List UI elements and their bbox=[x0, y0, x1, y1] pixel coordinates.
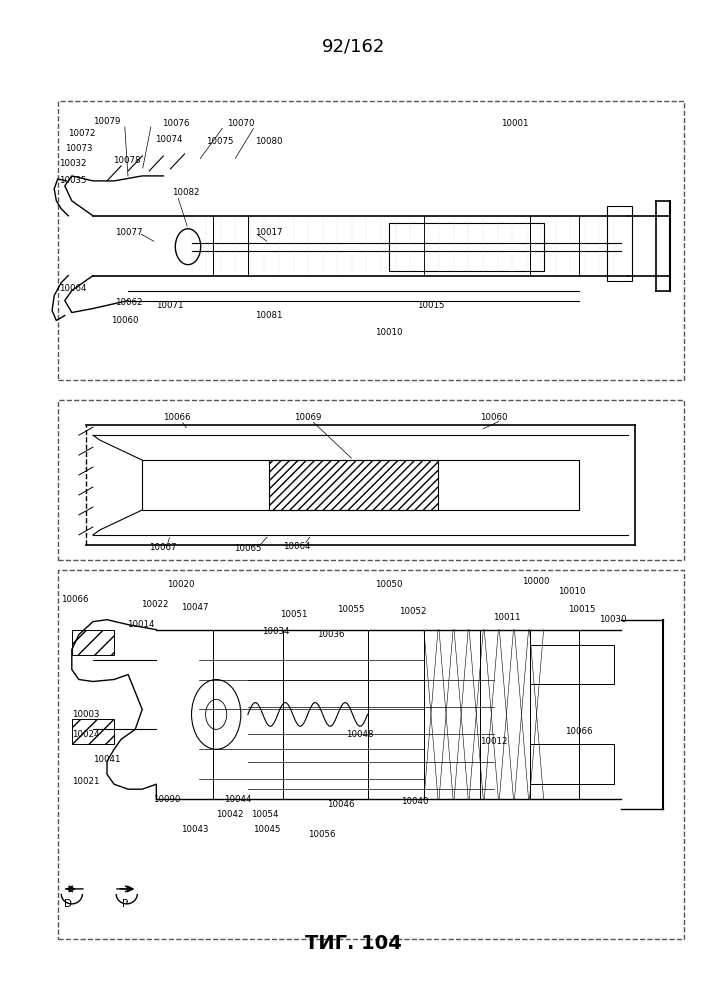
Text: 10081: 10081 bbox=[255, 311, 282, 320]
Text: 10073: 10073 bbox=[65, 144, 93, 153]
Text: 10065: 10065 bbox=[234, 544, 262, 553]
Text: 10064: 10064 bbox=[59, 284, 87, 293]
Text: 10014: 10014 bbox=[127, 620, 154, 629]
Text: 10069: 10069 bbox=[293, 413, 321, 422]
Text: 10066: 10066 bbox=[62, 595, 89, 604]
Text: 10070: 10070 bbox=[227, 119, 255, 128]
Text: 10044: 10044 bbox=[224, 795, 252, 804]
Text: 10015: 10015 bbox=[568, 605, 596, 614]
Bar bbox=[389, 223, 544, 271]
Text: 10064: 10064 bbox=[283, 542, 310, 551]
Bar bbox=[72, 719, 114, 744]
Text: 10054: 10054 bbox=[252, 810, 279, 819]
Bar bbox=[269, 460, 438, 510]
Text: 10024: 10024 bbox=[72, 730, 99, 739]
Bar bbox=[530, 744, 614, 784]
Text: 92/162: 92/162 bbox=[322, 37, 385, 55]
Text: 10050: 10050 bbox=[375, 580, 402, 589]
Text: 10021: 10021 bbox=[72, 777, 99, 786]
Text: 10078: 10078 bbox=[112, 156, 140, 165]
Text: 10074: 10074 bbox=[155, 135, 182, 144]
Text: D: D bbox=[64, 899, 72, 909]
Text: 10090: 10090 bbox=[153, 795, 180, 804]
Text: 10056: 10056 bbox=[308, 830, 335, 839]
Text: 10030: 10030 bbox=[599, 615, 626, 624]
Text: 10034: 10034 bbox=[262, 627, 289, 636]
Text: 10079: 10079 bbox=[93, 117, 120, 126]
Bar bbox=[607, 206, 631, 281]
Text: 10015: 10015 bbox=[417, 301, 445, 310]
Bar bbox=[72, 630, 114, 655]
Text: 10003: 10003 bbox=[72, 710, 99, 719]
Text: 10046: 10046 bbox=[327, 800, 354, 809]
Text: 10022: 10022 bbox=[141, 600, 168, 609]
Bar bbox=[58, 101, 684, 380]
Text: 10000: 10000 bbox=[522, 577, 550, 586]
Text: 10075: 10075 bbox=[206, 136, 233, 145]
Text: 10072: 10072 bbox=[69, 129, 95, 138]
Text: 10080: 10080 bbox=[255, 136, 282, 145]
Text: 10011: 10011 bbox=[493, 613, 520, 622]
Text: ΤИГ. 104: ΤИГ. 104 bbox=[305, 934, 402, 953]
Text: 10066: 10066 bbox=[163, 413, 191, 422]
Text: 10045: 10045 bbox=[254, 825, 281, 834]
Text: 10071: 10071 bbox=[156, 301, 184, 310]
Text: 10036: 10036 bbox=[317, 630, 344, 639]
Text: 10076: 10076 bbox=[162, 119, 189, 128]
Text: 10032: 10032 bbox=[59, 159, 87, 168]
Text: 10020: 10020 bbox=[167, 580, 194, 589]
Bar bbox=[58, 570, 684, 939]
Text: 10067: 10067 bbox=[149, 543, 177, 552]
Text: 10043: 10043 bbox=[181, 825, 209, 834]
Bar bbox=[58, 400, 684, 560]
Text: 10001: 10001 bbox=[501, 119, 529, 128]
Text: 10066: 10066 bbox=[565, 727, 592, 736]
Text: 10035: 10035 bbox=[59, 176, 87, 185]
Text: 10042: 10042 bbox=[216, 810, 244, 819]
Text: 10017: 10017 bbox=[255, 228, 282, 237]
Text: 10041: 10041 bbox=[93, 755, 120, 764]
Text: 10060: 10060 bbox=[110, 316, 138, 325]
Text: 10077: 10077 bbox=[115, 228, 143, 237]
Bar bbox=[530, 645, 614, 684]
Text: 10047: 10047 bbox=[181, 603, 209, 612]
Text: 10012: 10012 bbox=[480, 737, 508, 746]
Text: 10060: 10060 bbox=[480, 413, 508, 422]
Text: P: P bbox=[122, 899, 128, 909]
Text: 10010: 10010 bbox=[375, 328, 402, 337]
Text: 10062: 10062 bbox=[115, 298, 143, 307]
Text: 10048: 10048 bbox=[346, 730, 374, 739]
Text: 10082: 10082 bbox=[172, 188, 199, 197]
Bar bbox=[142, 460, 579, 510]
Text: 10040: 10040 bbox=[402, 797, 429, 806]
Text: 10051: 10051 bbox=[279, 610, 307, 619]
Text: 10055: 10055 bbox=[337, 605, 364, 614]
Text: 10052: 10052 bbox=[399, 607, 427, 616]
Text: 10010: 10010 bbox=[558, 587, 585, 596]
